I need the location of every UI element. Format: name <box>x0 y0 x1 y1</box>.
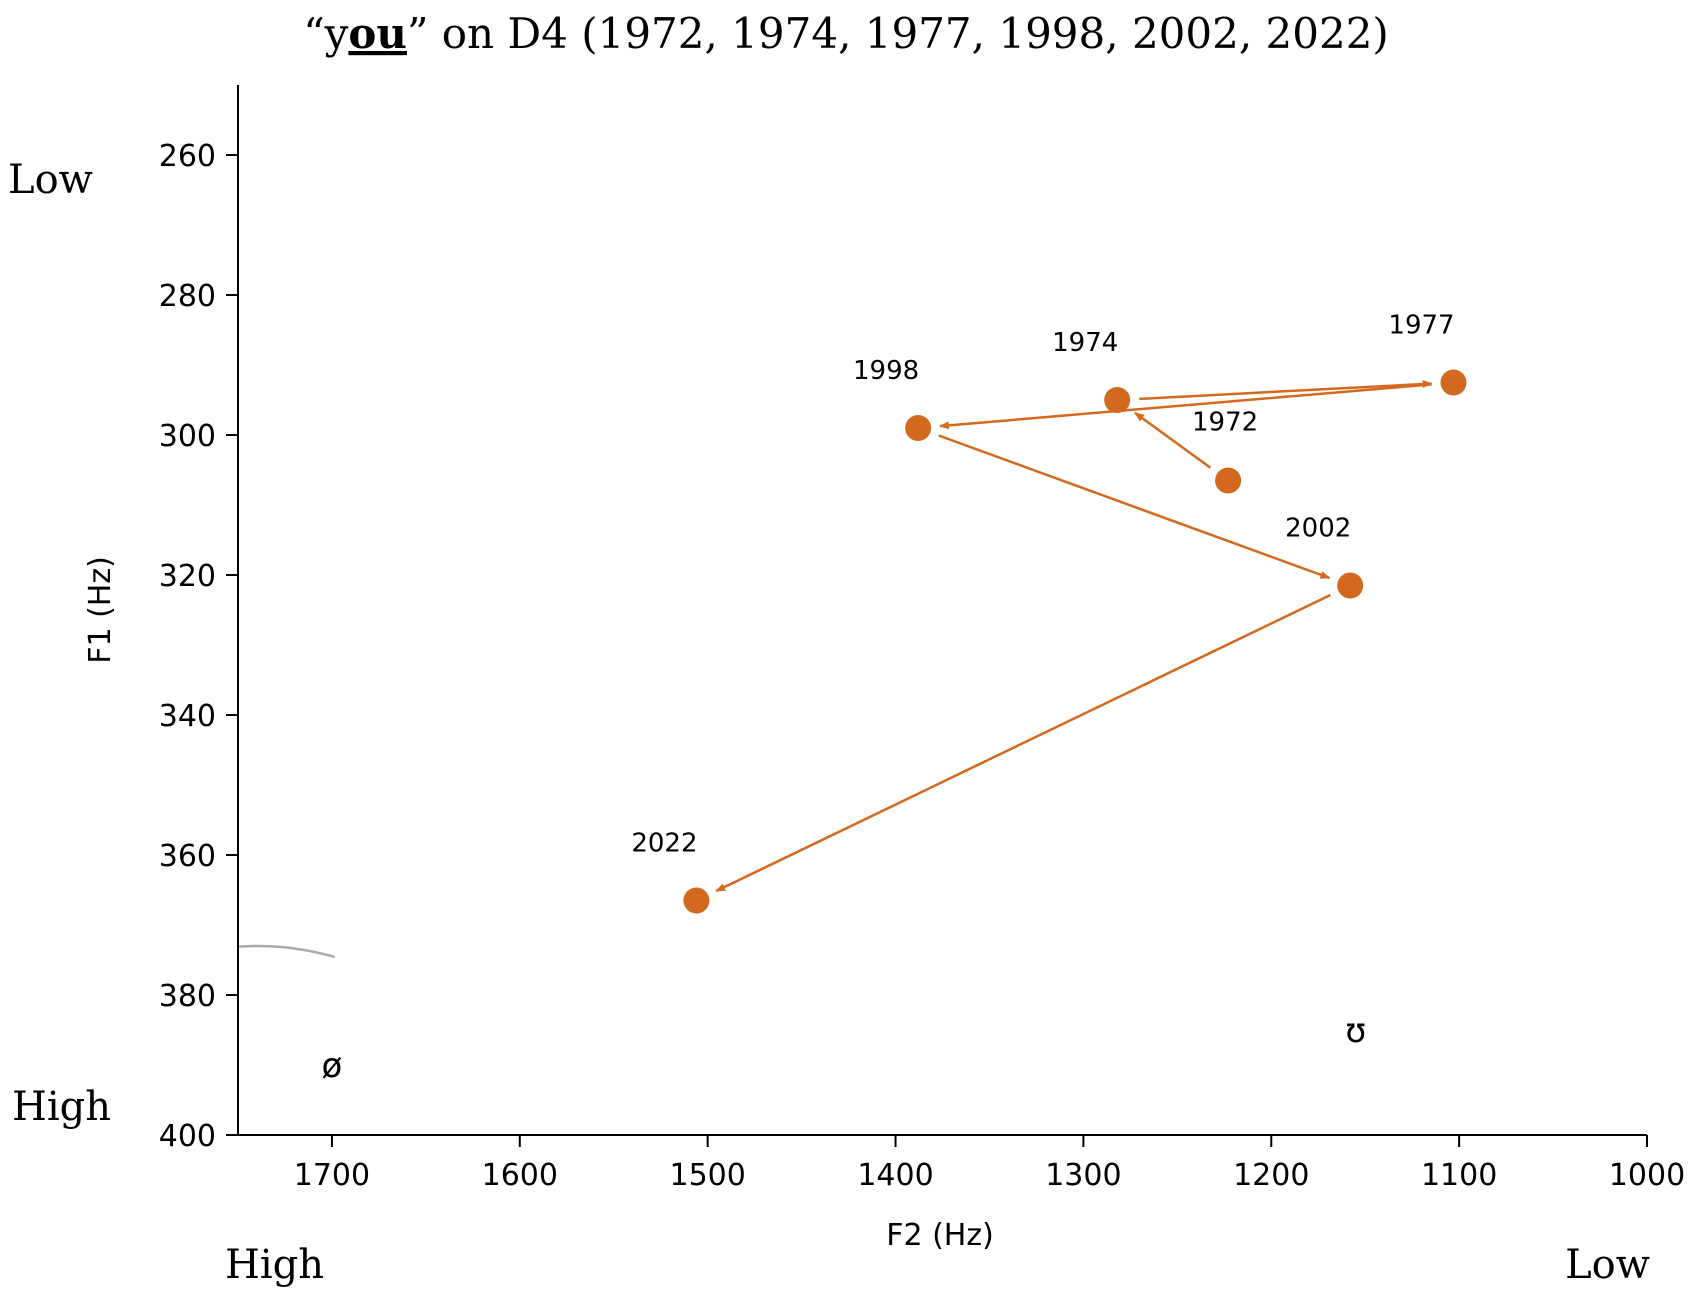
trajectory-arrow <box>715 593 1331 893</box>
data-point-2002 <box>1337 572 1364 599</box>
y-tick-label: 280 <box>159 279 216 314</box>
title-suffix: ” on D4 (1972, 1974, 1977, 1998, 2002, 2… <box>407 9 1389 58</box>
point-label-1972: 1972 <box>1192 408 1258 438</box>
vowel-boundary-oe <box>238 944 335 959</box>
x-tick-label: 1600 <box>482 1158 558 1193</box>
x-tick-label: 1300 <box>1045 1158 1121 1193</box>
data-point-1972 <box>1215 467 1242 494</box>
data-point-1977 <box>1440 369 1467 396</box>
y-tick-label: 400 <box>159 1119 216 1154</box>
y-axis-ticks: 260 280 300 320 340 360 380 400 <box>159 139 238 1154</box>
x-axis-label: F2 (Hz) <box>886 1218 994 1253</box>
x-tick-label: 1400 <box>857 1158 933 1193</box>
data-point-1998 <box>905 415 932 441</box>
y-tick-label: 260 <box>159 139 216 174</box>
y-axis-low-label: Low <box>8 157 93 203</box>
x-tick-label: 1100 <box>1421 1158 1497 1193</box>
x-tick-label: 1000 <box>1609 1158 1685 1193</box>
vowel-symbol: ø <box>322 1046 343 1086</box>
trajectory-arrow <box>1139 380 1433 401</box>
point-label-1977: 1977 <box>1388 311 1454 341</box>
point-labels: 1972 1974 1977 1998 2002 2022 <box>631 311 1454 859</box>
point-label-1998: 1998 <box>853 356 919 386</box>
x-tick-label: 1500 <box>669 1158 745 1193</box>
y-tick-label: 320 <box>159 559 216 594</box>
chart-title: “you” on D4 (1972, 1974, 1977, 1998, 200… <box>303 9 1389 58</box>
x-axis-high-label: High <box>225 1242 324 1288</box>
vowel-symbol: ʊ <box>1345 1011 1366 1051</box>
x-tick-label: 1200 <box>1233 1158 1309 1193</box>
point-label-1974: 1974 <box>1052 328 1118 358</box>
y-tick-label: 340 <box>159 699 216 734</box>
trajectory-arrow <box>938 434 1331 580</box>
title-emphasis: ou <box>348 9 407 58</box>
x-axis-ticks: 1700 1600 1500 1400 1300 1200 1100 1000 <box>294 1135 1685 1193</box>
trajectory-arrows <box>715 380 1433 893</box>
x-tick-label: 1700 <box>294 1158 370 1193</box>
title-prefix: “y <box>303 9 348 58</box>
data-point-1974 <box>1104 387 1131 413</box>
y-axis-high-label: High <box>12 1084 111 1130</box>
y-axis-label: F1 (Hz) <box>83 556 118 664</box>
trajectory-arrow <box>939 383 1432 430</box>
vowel-boundary-upsilon <box>1685 869 1693 1275</box>
point-label-2022: 2022 <box>631 829 697 859</box>
x-axis-low-label: Low <box>1565 1242 1650 1288</box>
point-label-2002: 2002 <box>1285 514 1351 544</box>
vowel-boundaries <box>238 869 1693 1275</box>
data-point-2022 <box>683 887 710 914</box>
trajectory-arrow <box>1134 411 1212 469</box>
y-tick-label: 300 <box>159 419 216 454</box>
y-tick-label: 380 <box>159 979 216 1014</box>
y-tick-label: 360 <box>159 839 216 874</box>
data-points <box>683 369 1467 914</box>
vowel-region-labels: øʊ <box>322 1011 1367 1086</box>
